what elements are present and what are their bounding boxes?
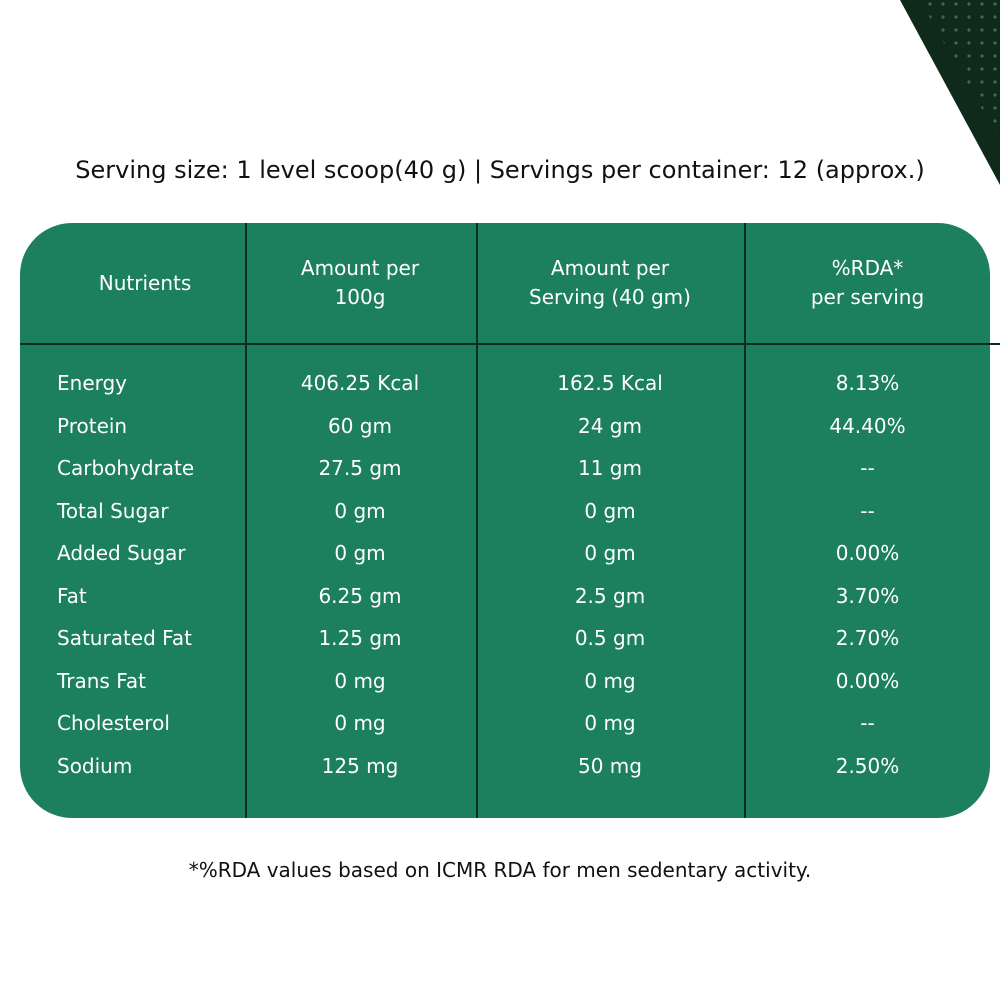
rda-percent: -- (860, 499, 875, 523)
nutrition-table: Nutrients Amount per 100g Amount per Ser… (20, 223, 1000, 818)
amount-per-serving: 0 mg (584, 669, 636, 693)
rda-percent: -- (860, 711, 875, 735)
rda-percent: 0.00% (835, 669, 900, 693)
amount-per-100g: 0 gm (334, 541, 386, 565)
table-row: Trans Fat 0 mg 0 mg 0.00% (20, 660, 990, 702)
nutrient-name: Protein (57, 414, 128, 438)
table-row: Added Sugar 0 gm 0 gm 0.00% (20, 532, 990, 574)
amount-per-serving: 0.5 gm (574, 626, 646, 650)
header-line: Serving (40 gm) (529, 285, 691, 309)
rda-percent: 2.50% (835, 754, 900, 778)
header-amount-per-100g: Amount per 100g (245, 223, 475, 343)
rda-percent: 0.00% (835, 541, 900, 565)
header-line: %RDA* (831, 256, 904, 280)
table-row: Cholesterol 0 mg 0 mg -- (20, 702, 990, 744)
amount-per-100g: 1.25 gm (318, 626, 402, 650)
rda-percent: -- (860, 456, 875, 480)
header-line: Amount per (300, 256, 420, 280)
amount-per-100g: 60 gm (328, 414, 392, 438)
nutrient-name: Added Sugar (57, 541, 186, 565)
nutrient-name: Saturated Fat (57, 626, 192, 650)
rda-percent: 2.70% (835, 626, 900, 650)
nutrient-name: Sodium (57, 754, 133, 778)
nutrient-name: Energy (57, 371, 128, 395)
header-divider (20, 343, 1000, 345)
header-line: Amount per (550, 256, 670, 280)
header-amount-per-serving: Amount per Serving (40 gm) (477, 223, 743, 343)
amount-per-100g: 0 gm (334, 499, 386, 523)
header-nutrients: Nutrients (20, 223, 270, 343)
nutrient-name: Cholesterol (57, 711, 170, 735)
amount-per-serving: 11 gm (578, 456, 642, 480)
rda-percent: 8.13% (835, 371, 900, 395)
rda-footnote: *%RDA values based on ICMR RDA for men s… (188, 858, 812, 882)
rda-percent: 44.40% (829, 414, 906, 438)
amount-per-100g: 0 mg (334, 669, 386, 693)
rda-percent: 3.70% (835, 584, 900, 608)
amount-per-100g: 406.25 Kcal (300, 371, 420, 395)
table-row: Fat 6.25 gm 2.5 gm 3.70% (20, 575, 990, 617)
amount-per-serving: 24 gm (578, 414, 642, 438)
amount-per-serving: 2.5 gm (574, 584, 646, 608)
header-line: Nutrients (98, 270, 192, 295)
column-divider (744, 223, 746, 818)
nutrient-name: Fat (57, 584, 87, 608)
table-row: Sodium 125 mg 50 mg 2.50% (20, 745, 990, 787)
column-divider (245, 223, 247, 818)
table-row: Saturated Fat 1.25 gm 0.5 gm 2.70% (20, 617, 990, 659)
nutrient-name: Total Sugar (57, 499, 169, 523)
nutrient-name: Carbohydrate (57, 456, 195, 480)
corner-decoration (900, 0, 1000, 185)
amount-per-100g: 6.25 gm (318, 584, 402, 608)
header-line: per serving (810, 285, 925, 309)
table-row: Total Sugar 0 gm 0 gm -- (20, 490, 990, 532)
amount-per-serving: 162.5 Kcal (557, 371, 663, 395)
amount-per-serving: 0 gm (584, 541, 636, 565)
table-row: Protein 60 gm 24 gm 44.40% (20, 405, 990, 447)
column-divider (476, 223, 478, 818)
table-row: Energy 406.25 Kcal 162.5 Kcal 8.13% (20, 362, 990, 404)
amount-per-serving: 0 mg (584, 711, 636, 735)
table-row: Carbohydrate 27.5 gm 11 gm -- (20, 447, 990, 489)
nutrient-name: Trans Fat (57, 669, 146, 693)
amount-per-100g: 125 mg (321, 754, 399, 778)
amount-per-serving: 0 gm (584, 499, 636, 523)
amount-per-serving: 50 mg (578, 754, 642, 778)
header-rda: %RDA* per serving (745, 223, 990, 343)
header-line: 100g (334, 285, 386, 309)
amount-per-100g: 0 mg (334, 711, 386, 735)
amount-per-100g: 27.5 gm (318, 456, 402, 480)
serving-info: Serving size: 1 level scoop(40 g) | Serv… (75, 156, 925, 184)
